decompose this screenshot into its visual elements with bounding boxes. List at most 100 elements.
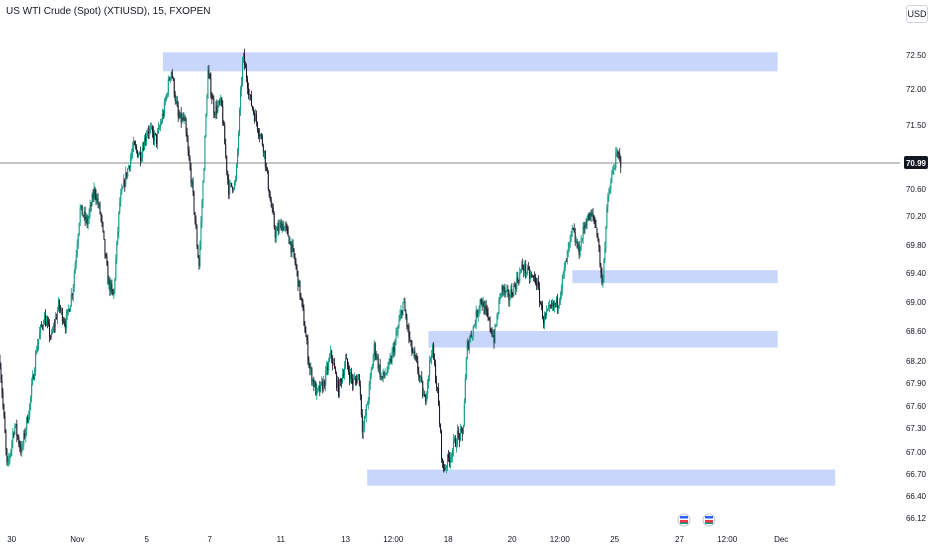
candle-body-451	[445, 466, 447, 468]
candle-body-51	[49, 336, 51, 338]
candle-body-288	[284, 225, 286, 228]
candle-body-450	[445, 466, 446, 470]
candle-body-172	[169, 76, 171, 81]
candle-body-424	[419, 376, 421, 378]
candle-body-167	[164, 100, 166, 102]
candle-body-257	[253, 112, 255, 121]
candle-body-251	[247, 88, 249, 96]
candle-body-3	[2, 392, 4, 406]
candle-body-27	[26, 417, 28, 430]
candle-body-31	[30, 396, 32, 405]
currency-button[interactable]: USD	[906, 5, 928, 23]
candle-body-408	[403, 301, 405, 303]
candle-body-29	[28, 416, 30, 423]
candle-body-313	[309, 365, 311, 370]
candle-body-246	[243, 53, 245, 61]
candle-body-545	[539, 287, 541, 303]
candle-body-476	[470, 334, 472, 338]
candle-body-199	[196, 228, 198, 247]
supply-demand-zone-2[interactable]	[428, 331, 778, 348]
candle-body-438	[433, 344, 435, 359]
candle-body-556	[549, 305, 551, 307]
candle-body-280	[276, 226, 278, 231]
candle-body-143	[141, 156, 143, 161]
candle-body-595	[588, 214, 590, 221]
chart-title: US WTI Crude (Spot) (XTIUSD), 15, FXOPEN	[6, 6, 211, 17]
candle-body-575	[568, 242, 570, 249]
candle-body-148	[146, 136, 148, 141]
candle-body-74	[72, 286, 74, 296]
candle-body-26	[25, 429, 27, 437]
x-tick-label-4: 11	[277, 535, 286, 544]
candle-body-37	[36, 351, 38, 354]
candle-body-469	[463, 403, 465, 425]
candle-body-64	[62, 321, 64, 323]
candle-body-331	[327, 366, 329, 371]
candle-body-327	[323, 380, 325, 391]
candle-body-397	[392, 346, 394, 352]
candle-body-10	[9, 455, 11, 459]
candle-body-181	[178, 116, 180, 118]
candle-body-114	[112, 289, 114, 296]
supply-demand-zone-0[interactable]	[162, 52, 778, 72]
x-tick-label-10: 25	[610, 535, 619, 544]
candle-body-160	[157, 127, 159, 133]
candle-body-120	[118, 211, 120, 233]
candle-body-157	[154, 132, 156, 135]
y-tick-label-0: 72.50	[906, 51, 927, 60]
economic-event-flag-icon[interactable]	[677, 513, 691, 527]
candle-body-294	[290, 241, 292, 253]
candle-body-260	[256, 122, 258, 130]
candle-body-409	[404, 301, 406, 312]
candle-body-7	[6, 449, 8, 463]
candle-body-471	[465, 358, 467, 379]
candle-body-34	[33, 375, 35, 380]
y-tick-label-1: 72.00	[906, 85, 927, 94]
supply-demand-zone-3[interactable]	[367, 469, 836, 486]
candle-body-325	[321, 381, 323, 383]
candle-body-584	[577, 244, 579, 248]
candle-body-352	[347, 366, 349, 372]
candle-body-324	[320, 381, 322, 392]
candle-body-97	[95, 194, 97, 201]
candle-body-1	[0, 367, 2, 380]
candle-body-392	[387, 363, 389, 372]
candle-body-497	[491, 331, 493, 337]
candle-body-544	[538, 281, 540, 288]
candle-body-426	[421, 376, 423, 382]
candle-body-589	[582, 226, 584, 239]
candle-body-525	[519, 272, 521, 282]
candle-body-66	[64, 323, 66, 329]
candle-body-418	[413, 351, 415, 354]
candle-body-177	[174, 94, 176, 101]
candle-body-538	[532, 275, 534, 277]
candle-body-612	[605, 227, 607, 248]
candle-body-530	[524, 263, 526, 272]
candle-body-598	[591, 213, 593, 216]
candle-body-235	[232, 186, 234, 191]
economic-event-flag-icon[interactable]	[702, 513, 716, 527]
candle-body-195	[192, 180, 194, 193]
current-price-label: 70.99	[906, 159, 927, 168]
candle-body-249	[246, 68, 248, 80]
candle-body-520	[514, 284, 516, 286]
candle-body-421	[416, 357, 418, 362]
candle-body-233	[230, 182, 232, 184]
candle-body-503	[497, 314, 499, 316]
y-tick-label-15: 66.70	[906, 470, 927, 479]
candle-body-191	[188, 150, 190, 160]
supply-demand-zone-1[interactable]	[572, 270, 778, 284]
candle-body-338	[334, 363, 336, 369]
candle-body-2	[1, 379, 3, 393]
x-tick-label-7: 18	[444, 535, 453, 544]
candle-body-196	[193, 192, 195, 213]
candle-body-477	[471, 335, 473, 338]
candle-body-255	[251, 105, 253, 109]
candle-body-269	[265, 166, 267, 168]
candle-body-376	[371, 365, 373, 370]
candle-body-620	[613, 168, 615, 171]
candle-body-453	[447, 454, 449, 458]
candle-body-11	[10, 449, 12, 456]
candle-body-350	[346, 358, 347, 360]
